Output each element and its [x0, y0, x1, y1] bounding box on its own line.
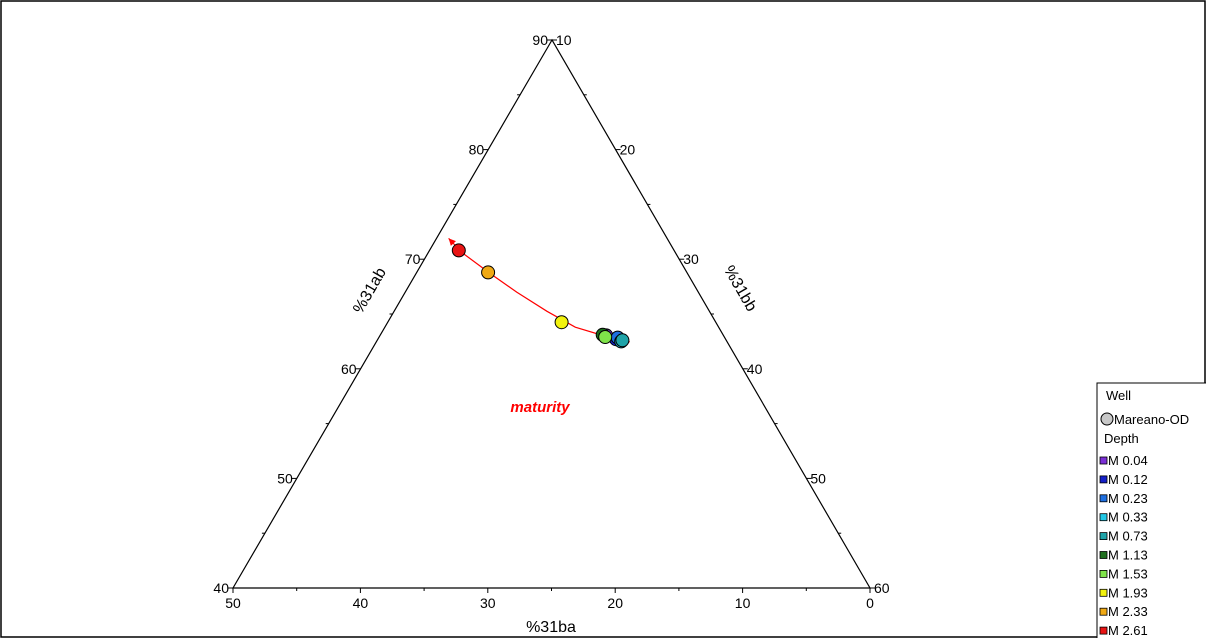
bottom-tick-label: 10 — [735, 595, 751, 611]
data-point — [554, 315, 569, 330]
left-tick-label: 40 — [213, 580, 229, 596]
bottom-tick-label: 0 — [866, 595, 874, 611]
bottom-axis-title: %31ba — [526, 619, 576, 636]
legend-depth-label: M 1.13 — [1108, 548, 1148, 563]
points-layer — [451, 243, 630, 349]
legend-depth-label: M 0.04 — [1108, 453, 1148, 468]
legend-depth-label: M 2.33 — [1108, 604, 1148, 619]
legend-swatch — [1099, 456, 1108, 465]
data-point — [451, 243, 466, 258]
legend-swatch — [1099, 475, 1108, 484]
legend-depth-label: M 0.23 — [1108, 491, 1148, 506]
bottom-tick-label: 40 — [353, 595, 369, 611]
right-tick-label: 60 — [874, 580, 890, 596]
bottom-tick-label: 20 — [607, 595, 623, 611]
legend-swatch — [1099, 551, 1108, 559]
legend-depth-label: M 1.93 — [1108, 585, 1148, 600]
right-tick-label: 10 — [556, 32, 572, 48]
legend-depth-label: M 0.73 — [1108, 529, 1148, 544]
legend-depth-label: M 0.12 — [1108, 472, 1148, 487]
legend-swatch — [1099, 532, 1108, 540]
right-tick-label: 50 — [810, 470, 826, 486]
legend-swatch — [1099, 513, 1108, 522]
left-tick-label: 90 — [532, 32, 548, 48]
legend-swatch — [1099, 570, 1108, 578]
data-point — [598, 330, 613, 344]
legend-well-title: Well — [1106, 388, 1131, 403]
legend-swatch — [1099, 588, 1108, 597]
right-tick-label: 40 — [747, 361, 763, 377]
legend-box — [1096, 382, 1206, 643]
left-tick-label: 70 — [405, 251, 421, 267]
left-tick-label: 80 — [469, 142, 485, 158]
maturity-label: maturity — [510, 399, 570, 416]
left-tick-label: 60 — [341, 361, 357, 377]
data-point — [481, 265, 496, 280]
legend-depth-title: Depth — [1104, 431, 1139, 446]
legend-well-symbol — [1100, 412, 1114, 426]
legend-depth-label: M 1.53 — [1108, 566, 1148, 581]
legend-swatch — [1099, 607, 1108, 616]
legend-swatch — [1099, 626, 1108, 635]
left-tick-label: 50 — [277, 470, 293, 486]
legend-depth-label: M 2.61 — [1108, 623, 1148, 638]
bottom-tick-label: 30 — [480, 595, 496, 611]
data-point — [615, 333, 630, 348]
maturity-arrowhead — [448, 238, 456, 246]
legend: Well Mareano-OD Depth M 0.04 M 0.12 M 0.23 M 0… — [1096, 382, 1206, 643]
bottom-tick-label: 50 — [225, 595, 241, 611]
right-tick-label: 20 — [620, 142, 636, 158]
legend-depth-label: M 0.33 — [1108, 510, 1148, 525]
legend-swatch — [1099, 494, 1108, 503]
right-tick-label: 30 — [683, 251, 699, 267]
legend-well-name: Mareano-OD — [1114, 412, 1189, 427]
